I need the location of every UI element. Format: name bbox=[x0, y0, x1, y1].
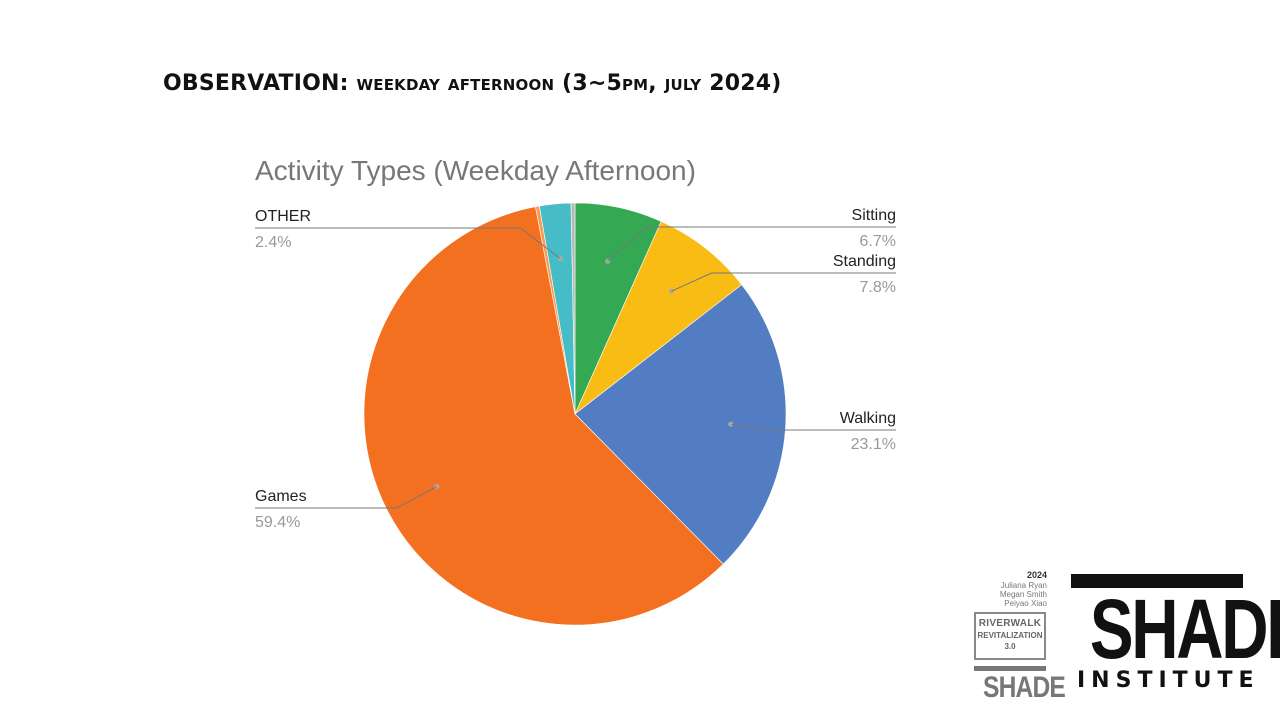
slide-heading: OBSERVATION: WEEKDAY AFTERNOON (3~5PM, J… bbox=[163, 68, 782, 100]
pie-slice-minor-6 bbox=[570, 202, 576, 415]
slice-value-games: 59.4% bbox=[255, 514, 300, 531]
slice-label-walking: Walking bbox=[840, 410, 896, 427]
leader-line-games bbox=[255, 486, 438, 509]
leader-line-walking bbox=[730, 423, 896, 431]
leader-line-standing bbox=[671, 272, 896, 292]
leader-line-other bbox=[255, 227, 561, 259]
badge-line-3: 3.0 bbox=[1004, 642, 1016, 651]
shade-institute-logo: SHADE INSTITUTE bbox=[1071, 574, 1280, 694]
slice-label-standing: Standing bbox=[833, 253, 896, 270]
riverwalk-badge: RIVERWALK REVITALIZATION 3.0 bbox=[974, 612, 1046, 660]
small-logo-word: SHADE bbox=[983, 671, 1066, 704]
credits-name-2: Megan Smith bbox=[999, 590, 1047, 599]
badge-line-2: REVITALIZATION bbox=[977, 631, 1043, 640]
credits: 2024 Juliana Ryan Megan Smith Peiyao Xia… bbox=[960, 570, 1047, 608]
logo-word: SHADE bbox=[1089, 582, 1280, 676]
badge-line-1: RIVERWALK bbox=[978, 618, 1042, 629]
slide-heading-lead: OBSERVATION: bbox=[163, 71, 349, 96]
pie-slice-walking bbox=[574, 284, 787, 565]
slice-label-other: OTHER bbox=[255, 208, 311, 225]
logo-bar bbox=[1071, 574, 1243, 588]
pie-slice-games bbox=[363, 206, 724, 626]
credits-year: 2024 bbox=[1026, 570, 1047, 580]
small-logo-bar bbox=[974, 666, 1046, 671]
credits-name-1: Juliana Ryan bbox=[1000, 581, 1047, 590]
credits-name-3: Peiyao Xiao bbox=[1004, 599, 1047, 608]
logo-sub: INSTITUTE bbox=[1077, 668, 1260, 693]
slice-value-walking: 23.1% bbox=[851, 436, 896, 453]
slice-value-other: 2.4% bbox=[255, 234, 291, 251]
pie-slice-standing bbox=[574, 221, 743, 415]
slide-heading-rest: WEEKDAY AFTERNOON (3~5PM, JULY 2024) bbox=[356, 71, 782, 96]
slice-value-sitting: 6.7% bbox=[860, 233, 896, 250]
shade-small-logo: SHADE bbox=[974, 666, 1066, 705]
slice-label-sitting: Sitting bbox=[852, 207, 896, 224]
leader-line-sitting bbox=[607, 226, 896, 262]
slice-label-games: Games bbox=[255, 488, 307, 505]
chart-title: Activity Types (Weekday Afternoon) bbox=[255, 155, 696, 186]
slice-value-standing: 7.8% bbox=[860, 279, 896, 296]
